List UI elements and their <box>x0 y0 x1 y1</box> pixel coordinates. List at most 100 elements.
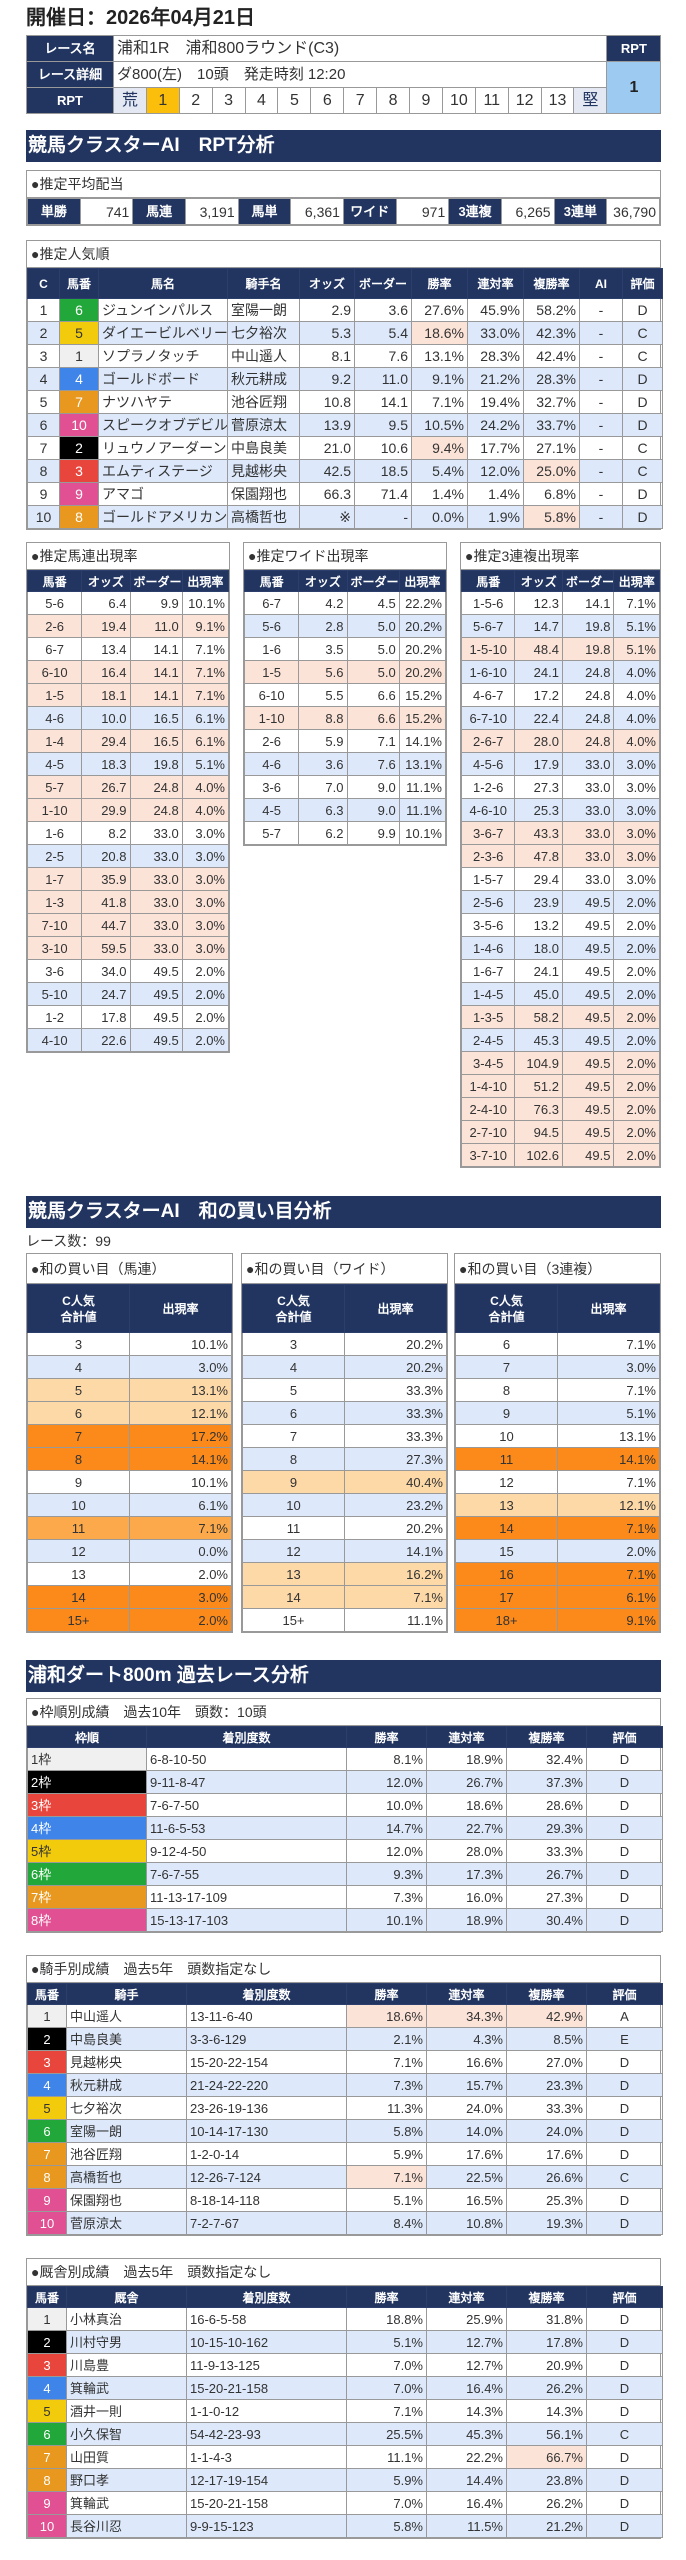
table-cell: 8.1% <box>346 1747 427 1771</box>
table-cell: 5.9 <box>298 729 348 753</box>
table-cell: 1-6-10 <box>460 660 516 684</box>
table-cell: 1-10 <box>243 706 300 730</box>
column-header: 出現率 <box>181 570 230 592</box>
column-header: 複勝率 <box>506 2286 587 2308</box>
table-row: 2 川村守男 10-15-10-162 5.1% 12.7% 17.8% D <box>27 2330 663 2354</box>
frame-cell: 10 <box>27 2514 67 2538</box>
table-cell: 3 <box>27 1332 130 1356</box>
table-cell: 26.7% <box>426 1770 507 1794</box>
table-cell: 33.3% <box>506 2096 587 2120</box>
table-cell: 6 <box>27 1401 130 1425</box>
table-cell: 高橋哲也 <box>66 2165 187 2189</box>
table-cell: 19.8 <box>129 752 183 776</box>
table-cell: 14.3% <box>506 2399 587 2423</box>
table-cell: 5.4% <box>411 459 468 483</box>
table-cell: D <box>622 390 663 414</box>
frame-cell: 8 <box>27 2468 67 2492</box>
table-row: 1枠 6-8-10-50 8.1% 18.9% 32.4% D <box>27 1747 663 1771</box>
table-cell: 6 <box>455 1332 558 1356</box>
table-row: 10 長谷川忍 9-9-15-123 5.8% 11.5% 21.2% D <box>27 2514 663 2538</box>
table-row: 1 小林真治 16-6-5-58 18.8% 25.9% 31.8% D <box>27 2307 663 2331</box>
table-cell: 24.8 <box>561 660 615 684</box>
column-header: 評価 <box>586 1983 663 2005</box>
table-cell: 秋元耕成 <box>227 367 300 391</box>
table-cell: 19.8 <box>561 614 615 638</box>
column-header: オッズ <box>298 570 348 592</box>
table-cell: 高橋哲也 <box>227 505 300 529</box>
table-cell: 5.1% <box>181 752 230 776</box>
table-cell: 49.5 <box>561 1097 615 1121</box>
table-cell: 23.3% <box>506 2073 587 2097</box>
table-cell: 3-6-7 <box>460 821 516 845</box>
table-cell: 6 <box>242 1401 345 1425</box>
table-cell: 1-3 <box>26 890 83 914</box>
table-cell: 7.0% <box>346 2353 427 2377</box>
waku-table: 枠順 着別度数 勝率 連対率 複勝率 評価 1枠 6-8-10-50 8.1% 18.9% 32.4… <box>27 1726 663 1932</box>
column-header: 馬番 <box>243 570 300 592</box>
table-row: 13 12.1% <box>455 1493 660 1517</box>
table-cell: C <box>622 344 663 368</box>
table-cell: 6-10 <box>243 683 300 707</box>
table-cell: 14.4% <box>426 2468 507 2492</box>
table-cell: 11.1% <box>398 775 447 799</box>
frame-cell: 3 <box>27 2050 67 2074</box>
table-row: 1-5 5.6 5.0 20.2% <box>243 660 447 684</box>
table-cell: 11 <box>27 1516 130 1540</box>
column-header: 連対率 <box>426 1726 507 1748</box>
table-row: 5 七夕裕次 23-26-19-136 11.3% 24.0% 33.3% D <box>27 2096 663 2120</box>
sanrenpuku-box: ●推定3連複出現率 馬番 オッズ ボーダー 出現率 1-5-6 12.3 14.1 7.1% 5-… <box>460 542 661 1168</box>
table-cell: 58.2 <box>514 1005 563 1029</box>
table-cell: 10-15-10-162 <box>186 2330 347 2354</box>
popularity-box: ●推定人気順 C 馬番 馬名 騎手名 オッズ ボーダー 勝率 連対率 複勝率 AI 評価 1 6 ジュンイ… <box>26 240 663 530</box>
table-cell: 6-8-10-50 <box>146 1747 347 1771</box>
table-cell: D <box>586 2376 663 2400</box>
table-row: 6-10 5.5 6.6 15.2% <box>243 683 447 707</box>
table-cell: 20.9% <box>506 2353 587 2377</box>
table-cell: 17.9 <box>514 752 563 776</box>
table-cell: 33.3% <box>506 1839 587 1863</box>
table-cell: 23.8% <box>506 2468 587 2492</box>
table-cell: 4.0% <box>613 729 660 753</box>
frame-cell: 6 <box>59 298 99 322</box>
table-row: 3枠 7-6-7-50 10.0% 18.6% 28.6% D <box>27 1793 663 1817</box>
table-row: 3 10.1% <box>27 1332 232 1356</box>
table-cell: 49.5 <box>561 1074 615 1098</box>
table-cell: 2.0% <box>181 959 230 983</box>
table-cell: 23.9 <box>514 890 563 914</box>
table-cell: 58.2% <box>523 298 580 322</box>
table-cell: 10.8 <box>299 390 355 414</box>
table-cell: ソプラノタッチ <box>98 344 228 368</box>
frame-cell: 9 <box>27 2491 67 2515</box>
table-cell: 5-6 <box>243 614 300 638</box>
table-cell: D <box>586 2468 663 2492</box>
table-cell: 12.3 <box>514 591 563 615</box>
table-row: 4-6 3.6 7.6 13.1% <box>243 752 447 776</box>
table-row: 14 7.1% <box>242 1585 447 1609</box>
table-cell: 24.2% <box>467 413 524 437</box>
table-cell: 20.2% <box>398 637 447 661</box>
table-cell: リュウノアーダーン <box>98 436 228 460</box>
table-cell: - <box>354 505 412 529</box>
table-cell: 49.5 <box>561 1051 615 1075</box>
table-row: 5-6-7 14.7 19.8 5.1% <box>460 614 660 638</box>
table-cell: 15-20-21-158 <box>186 2376 347 2400</box>
table-row: 2-6 19.4 11.0 9.1% <box>26 614 230 638</box>
table-row: 10 6.1% <box>27 1493 232 1517</box>
table-row: 15+ 2.0% <box>27 1608 232 1632</box>
wa-analysis-header: 競馬クラスターAI 和の買い目分析 <box>26 1196 661 1228</box>
table-row: 8枠 15-13-17-103 10.1% 18.9% 30.4% D <box>27 1908 663 1932</box>
table-cell: D <box>622 505 663 529</box>
rpt-scale-cell: 7 <box>343 87 378 114</box>
table-cell: 3.0% <box>613 775 660 799</box>
column-header: 馬番 <box>27 2286 67 2308</box>
table-cell: 22.4 <box>514 706 563 730</box>
table-cell: 33.0 <box>561 752 615 776</box>
past-analysis-header: 浦和ダート800m 過去レース分析 <box>26 1660 661 1692</box>
column-header: 馬名 <box>98 268 228 299</box>
table-cell: 3.5 <box>298 637 348 661</box>
table-cell: 1-5-10 <box>460 637 516 661</box>
frame-cell: 9 <box>27 2188 67 2212</box>
table-cell: 51.2 <box>514 1074 563 1098</box>
wa-umaren-box: ●和の買い目（馬連） C人気 合計値 出現率 3 10.1% 4 3.0% 5 13.1% 6 12… <box>26 1253 233 1633</box>
table-cell: D <box>586 1816 663 1840</box>
